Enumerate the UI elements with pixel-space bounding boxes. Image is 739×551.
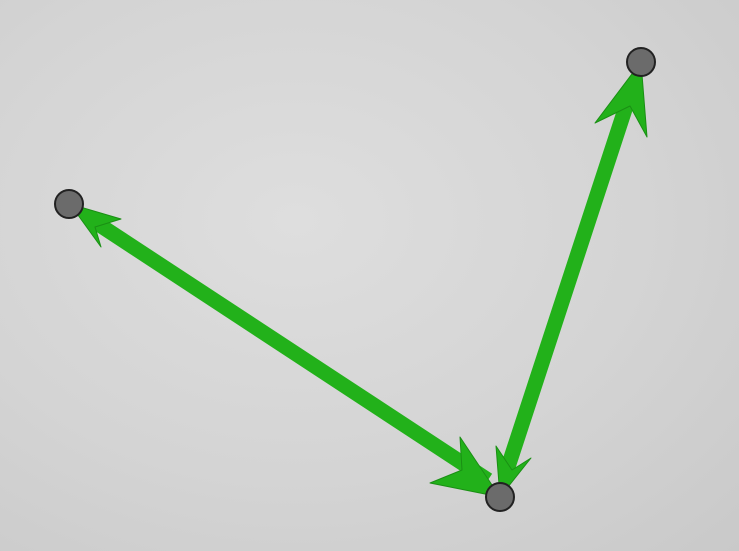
arrow-bottom-to-top-right: [495, 61, 648, 498]
arrowhead: [69, 203, 122, 248]
arrow-shaft: [87, 213, 493, 487]
arrow-bottom-to-left: [69, 203, 501, 498]
node-point-bottom[interactable]: [485, 482, 515, 512]
arrow-shaft: [499, 85, 640, 473]
edges-layer: [69, 61, 648, 498]
arrowhead: [429, 436, 501, 498]
arrowhead: [594, 61, 648, 138]
node-point-top-right[interactable]: [626, 47, 656, 77]
node-point-left[interactable]: [54, 189, 84, 219]
nodes-layer: [54, 47, 656, 512]
